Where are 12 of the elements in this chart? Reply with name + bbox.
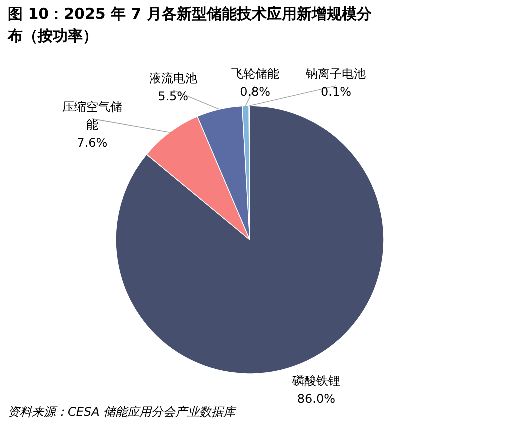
slice-label: 磷酸铁锂 bbox=[291, 374, 340, 388]
slice-label: 压缩空气储能 bbox=[62, 100, 122, 132]
data-label: 7.6% bbox=[77, 136, 108, 150]
data-label: 0.8% bbox=[240, 85, 271, 100]
slice-label: 液流电池 bbox=[149, 71, 198, 86]
data-label: 0.1% bbox=[321, 85, 352, 99]
slice-label: 飞轮储能 bbox=[231, 67, 280, 82]
data-label: 5.5% bbox=[158, 89, 189, 104]
chart-title: 图 10：2025 年 7 月各新型储能技术应用新增规模分布（按功率） bbox=[7, 5, 373, 45]
text: 资料来源：CESA 储能应用分会产业数据库 bbox=[8, 405, 238, 419]
data-label: 86.0% bbox=[297, 392, 336, 406]
slice-label: 钠离子电池 bbox=[305, 67, 366, 81]
